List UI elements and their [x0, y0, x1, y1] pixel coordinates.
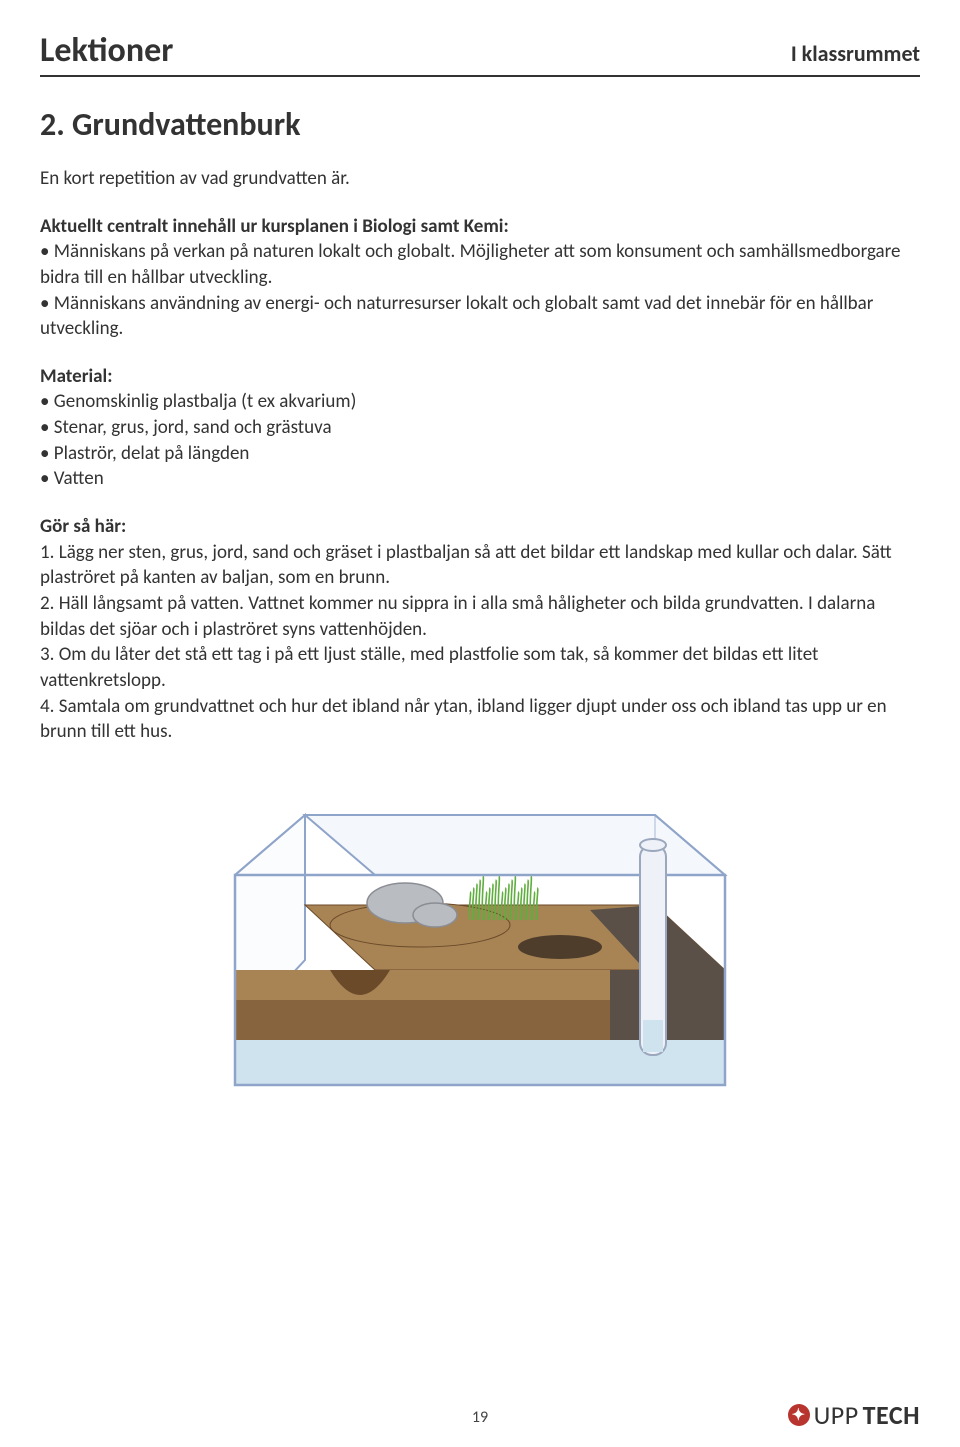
- instructions-steps: 1. Lägg ner sten, grus, jord, sand och g…: [40, 540, 920, 745]
- brand-text-light: UPP: [814, 1399, 859, 1431]
- materials-item: Stenar, grus, jord, sand och grästuva: [40, 415, 920, 441]
- intro-text: En kort repetition av vad grundvatten är…: [40, 166, 920, 192]
- materials-block: Material: Genomskinlig plastbalja (t ex …: [40, 364, 920, 492]
- curriculum-block: Aktuellt centralt innehåll ur kursplanen…: [40, 214, 920, 342]
- instruction-step: 1. Lägg ner sten, grus, jord, sand och g…: [40, 540, 920, 591]
- curriculum-item: Människans användning av energi- och nat…: [40, 291, 920, 342]
- curriculum-list: Människans på verkan på naturen lokalt o…: [40, 239, 920, 342]
- page-header: Lektioner I klassrummet: [40, 30, 920, 77]
- section-title: 2. Grundvattenburk: [40, 105, 920, 144]
- aquarium-illustration: [220, 785, 740, 1105]
- instructions-block: Gör så här: 1. Lägg ner sten, grus, jord…: [40, 514, 920, 745]
- instruction-step: 2. Häll långsamt på vatten. Vattnet komm…: [40, 591, 920, 642]
- materials-item: Plaströr, delat på längden: [40, 441, 920, 467]
- materials-heading: Material:: [40, 364, 920, 390]
- materials-item: Genomskinlig plastbalja (t ex akvarium): [40, 389, 920, 415]
- header-right: I klassrummet: [791, 40, 920, 67]
- instructions-heading: Gör så här:: [40, 514, 920, 540]
- header-left: Lektioner: [40, 30, 173, 71]
- brand-icon: ✦: [788, 1404, 810, 1426]
- instruction-step: 4. Samtala om grundvattnet och hur det i…: [40, 694, 920, 745]
- materials-item: Vatten: [40, 466, 920, 492]
- instruction-step: 3. Om du låter det stå ett tag i på ett …: [40, 642, 920, 693]
- brand-logo: ✦ UPPTECH: [788, 1399, 920, 1431]
- brand-text-bold: TECH: [863, 1399, 920, 1431]
- curriculum-item: Människans på verkan på naturen lokalt o…: [40, 239, 920, 290]
- materials-list: Genomskinlig plastbalja (t ex akvarium) …: [40, 389, 920, 492]
- curriculum-heading: Aktuellt centralt innehåll ur kursplanen…: [40, 214, 920, 240]
